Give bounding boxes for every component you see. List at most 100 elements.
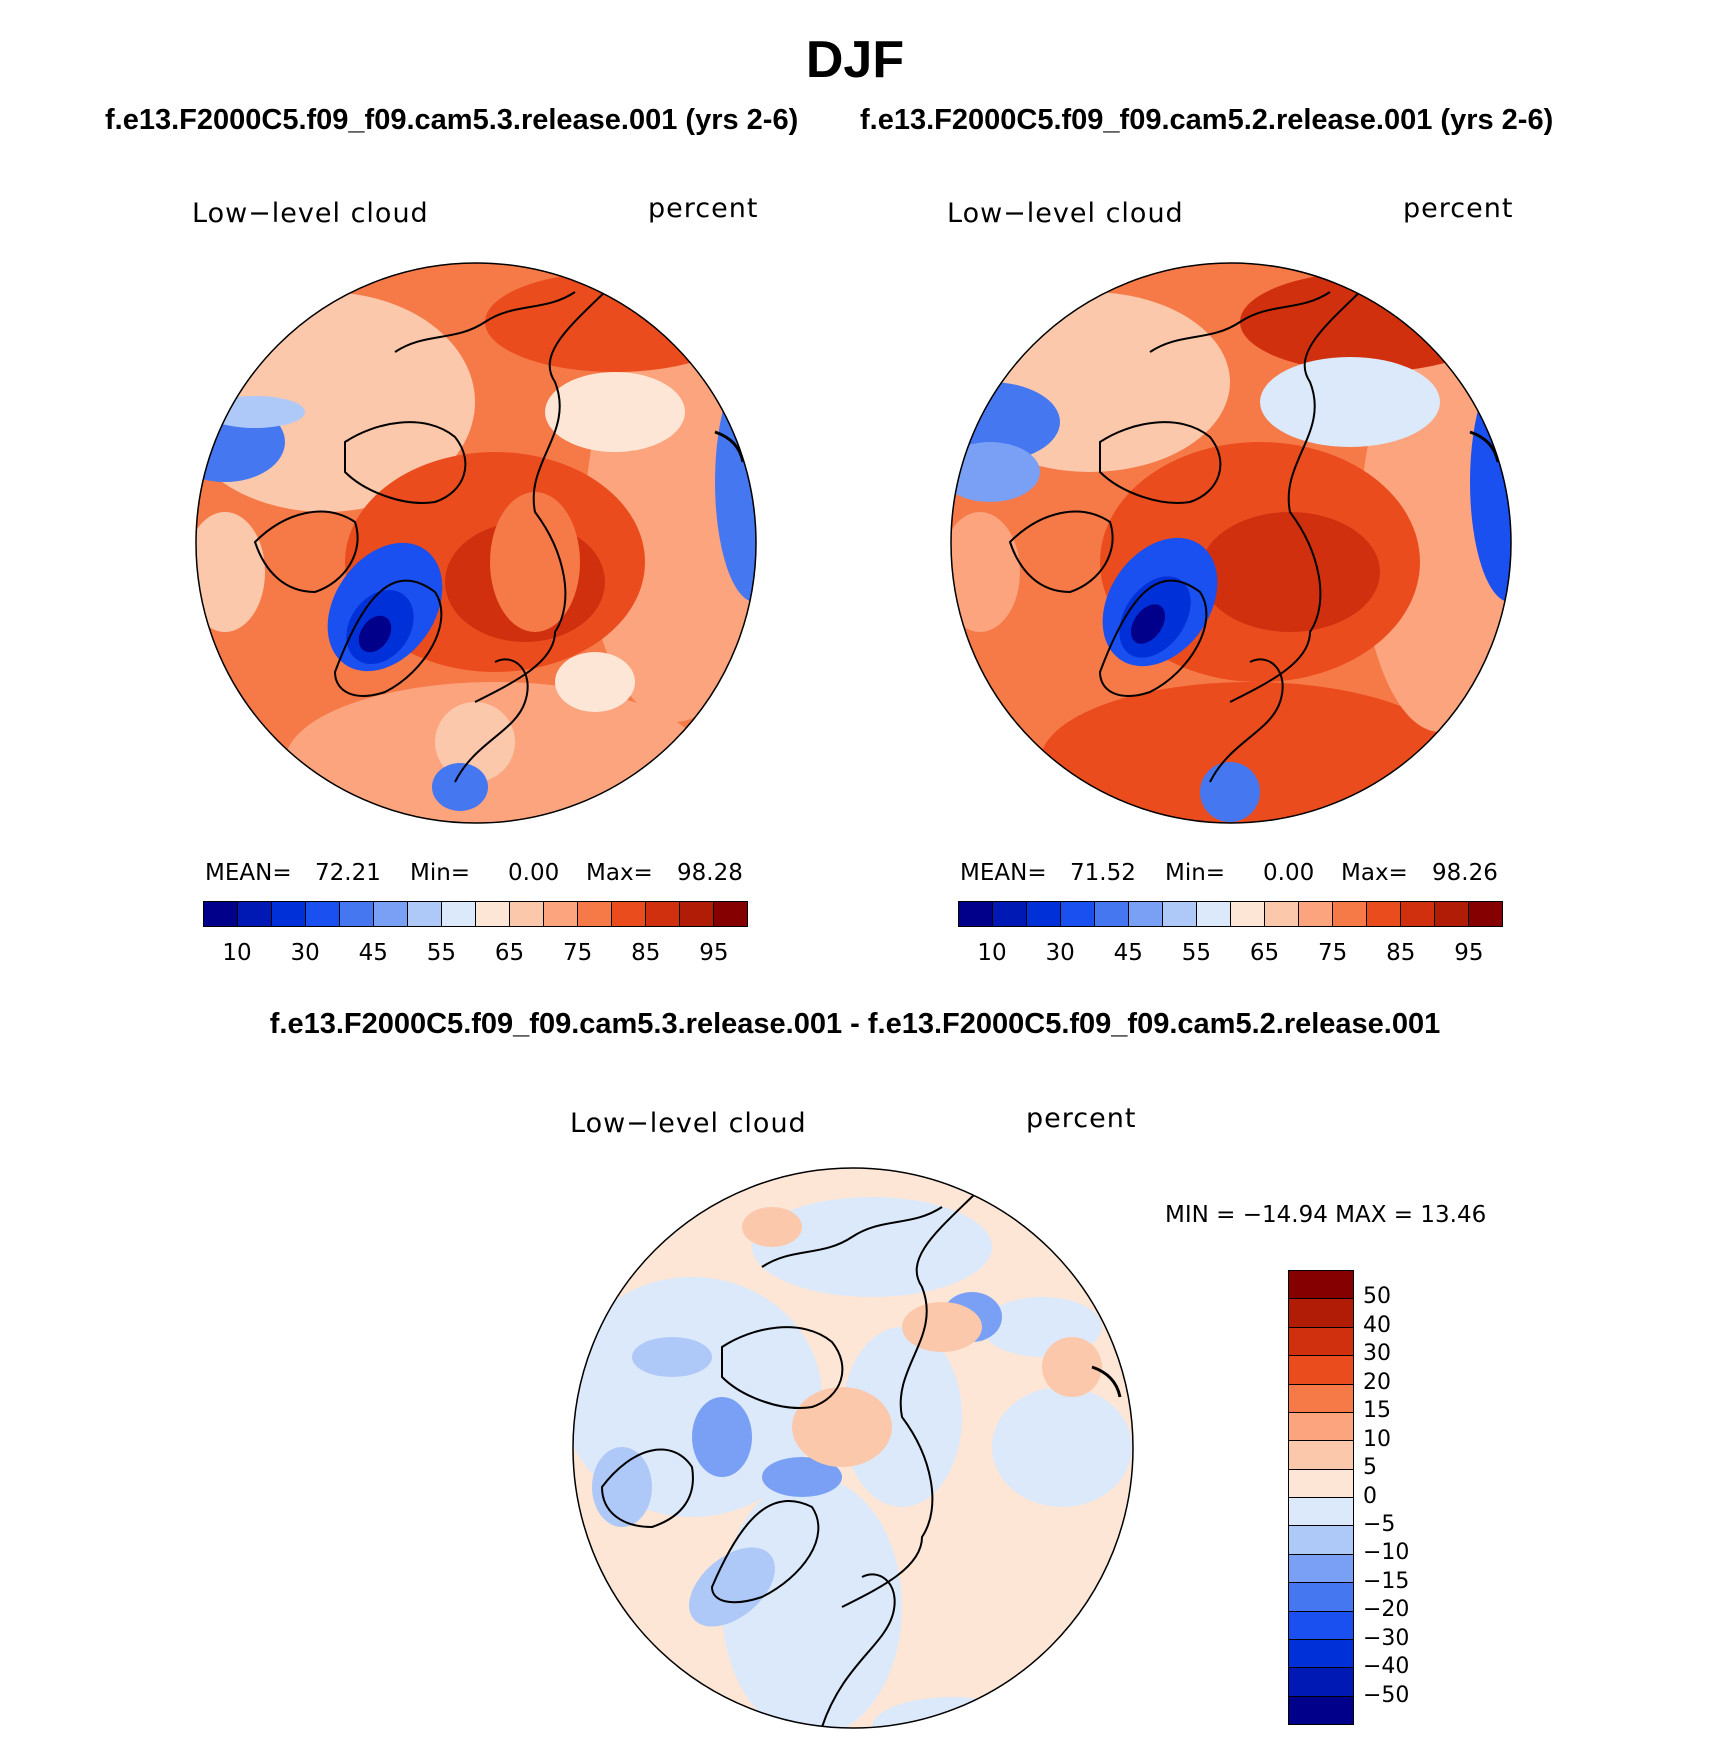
diff-colorbar: [1288, 1270, 1354, 1725]
colorbar-swatch: [1163, 902, 1197, 926]
panel1-colorbar: [203, 901, 748, 927]
colorbar-swatch: [1231, 902, 1265, 926]
colorbar-tick-label: 15: [1363, 1398, 1391, 1424]
colorbar-swatch: [544, 902, 578, 926]
colorbar-tick-label: −50: [1363, 1682, 1410, 1708]
diff-variable-label: Low−level cloud: [570, 1108, 807, 1139]
colorbar-swatch: [1289, 1696, 1353, 1724]
panel1-mean-value: 72.21: [315, 860, 381, 886]
panel2-max-label: Max=: [1341, 860, 1408, 886]
colorbar-swatch: [646, 902, 680, 926]
diff-units-label: percent: [1026, 1103, 1137, 1134]
colorbar-swatch: [1289, 1668, 1353, 1697]
colorbar-swatch: [1299, 902, 1333, 926]
colorbar-swatch: [408, 902, 442, 926]
colorbar-swatch: [714, 902, 747, 926]
colorbar-swatch: [993, 902, 1027, 926]
colorbar-swatch: [1401, 902, 1435, 926]
colorbar-swatch: [1129, 902, 1163, 926]
panel2-units-label: percent: [1403, 193, 1514, 224]
colorbar-swatch: [340, 902, 374, 926]
difference-title: f.e13.F2000C5.f09_f09.cam5.3.release.001…: [269, 1008, 1441, 1040]
colorbar-swatch: [204, 902, 238, 926]
colorbar-tick-label: 65: [1249, 940, 1280, 966]
panel1-min-label: Min=: [410, 860, 471, 886]
colorbar-tick-label: 0: [1363, 1483, 1377, 1509]
colorbar-tick-label: 30: [1363, 1341, 1391, 1367]
colorbar-tick-label: 10: [222, 940, 252, 966]
colorbar-swatch: [1289, 1526, 1353, 1555]
colorbar-swatch: [238, 902, 272, 926]
panel1-variable-label: Low−level cloud: [192, 198, 429, 229]
colorbar-swatch: [1289, 1554, 1353, 1584]
panel1-colorbar-ticks: 10 30 45 55 65 75 85 95: [203, 940, 748, 970]
colorbar-tick-label: −20: [1363, 1597, 1410, 1623]
panel2-polar-map: [950, 262, 1512, 824]
panel1-max-label: Max=: [586, 860, 653, 886]
panel2-min-value: 0.00: [1263, 860, 1315, 886]
colorbar-swatch: [476, 902, 510, 926]
panel2-min-label: Min=: [1165, 860, 1226, 886]
colorbar-tick-label: 10: [1363, 1426, 1391, 1452]
colorbar-swatch: [1289, 1271, 1353, 1300]
colorbar-swatch: [1289, 1412, 1353, 1442]
control-run-title: f.e13.F2000C5.f09_f09.cam5.2.release.001…: [860, 104, 1554, 136]
colorbar-tick-label: −40: [1363, 1654, 1410, 1680]
colorbar-tick-label: 75: [563, 940, 593, 966]
colorbar-tick-label: −5: [1363, 1511, 1396, 1537]
colorbar-tick-label: −30: [1363, 1625, 1410, 1651]
colorbar-tick-label: 5: [1363, 1455, 1377, 1481]
panel1-units-label: percent: [648, 193, 759, 224]
panel2-mean-value: 71.52: [1070, 860, 1136, 886]
colorbar-tick-label: 40: [1363, 1312, 1391, 1338]
panel2-colorbar-ticks: 10 30 45 55 65 75 85 95: [958, 940, 1503, 970]
panel1-mean-label: MEAN=: [205, 860, 292, 886]
colorbar-swatch: [1289, 1356, 1353, 1385]
test-run-title: f.e13.F2000C5.f09_f09.cam5.3.release.001…: [105, 104, 799, 136]
colorbar-tick-label: 45: [1113, 940, 1143, 966]
panel2-mean-label: MEAN=: [960, 860, 1047, 886]
colorbar-swatch: [1289, 1327, 1353, 1357]
colorbar-tick-label: 75: [1318, 940, 1348, 966]
colorbar-tick-label: 30: [1045, 940, 1075, 966]
colorbar-tick-label: 10: [977, 940, 1007, 966]
panel1-polar-map: [195, 262, 757, 824]
colorbar-swatch: [1197, 902, 1231, 926]
colorbar-tick-label: 45: [358, 940, 388, 966]
colorbar-tick-label: 50: [1363, 1284, 1391, 1310]
colorbar-swatch: [374, 902, 408, 926]
colorbar-swatch: [510, 902, 544, 926]
figure-season-title: DJF: [805, 31, 905, 89]
panel2-max-value: 98.26: [1432, 860, 1498, 886]
colorbar-swatch: [1289, 1469, 1353, 1498]
colorbar-swatch: [578, 902, 612, 926]
colorbar-swatch: [1367, 902, 1401, 926]
colorbar-swatch: [1061, 902, 1095, 926]
colorbar-swatch: [1435, 902, 1469, 926]
colorbar-tick-label: −15: [1363, 1568, 1410, 1594]
colorbar-tick-label: 85: [1386, 940, 1416, 966]
colorbar-swatch: [272, 902, 306, 926]
colorbar-swatch: [959, 902, 993, 926]
colorbar-swatch: [1265, 902, 1299, 926]
colorbar-swatch: [1289, 1384, 1353, 1413]
colorbar-swatch: [306, 902, 340, 926]
colorbar-swatch: [680, 902, 714, 926]
colorbar-tick-label: 95: [699, 940, 729, 966]
panel1-max-value: 98.28: [677, 860, 743, 886]
colorbar-swatch: [612, 902, 646, 926]
colorbar-tick-label: −10: [1363, 1540, 1410, 1566]
colorbar-tick-label: 20: [1363, 1369, 1391, 1395]
diff-minmax-label: MIN = −14.94 MAX = 13.46: [1165, 1202, 1487, 1228]
colorbar-swatch: [1027, 902, 1061, 926]
colorbar-tick-label: 30: [290, 940, 320, 966]
colorbar-swatch: [1289, 1583, 1353, 1612]
colorbar-tick-label: 55: [1181, 940, 1212, 966]
diff-polar-map: [572, 1167, 1134, 1729]
colorbar-swatch: [1469, 902, 1502, 926]
colorbar-tick-label: 65: [494, 940, 525, 966]
panel2-variable-label: Low−level cloud: [947, 198, 1184, 229]
colorbar-swatch: [1289, 1639, 1353, 1669]
colorbar-swatch: [1289, 1299, 1353, 1328]
colorbar-tick-label: 85: [631, 940, 661, 966]
